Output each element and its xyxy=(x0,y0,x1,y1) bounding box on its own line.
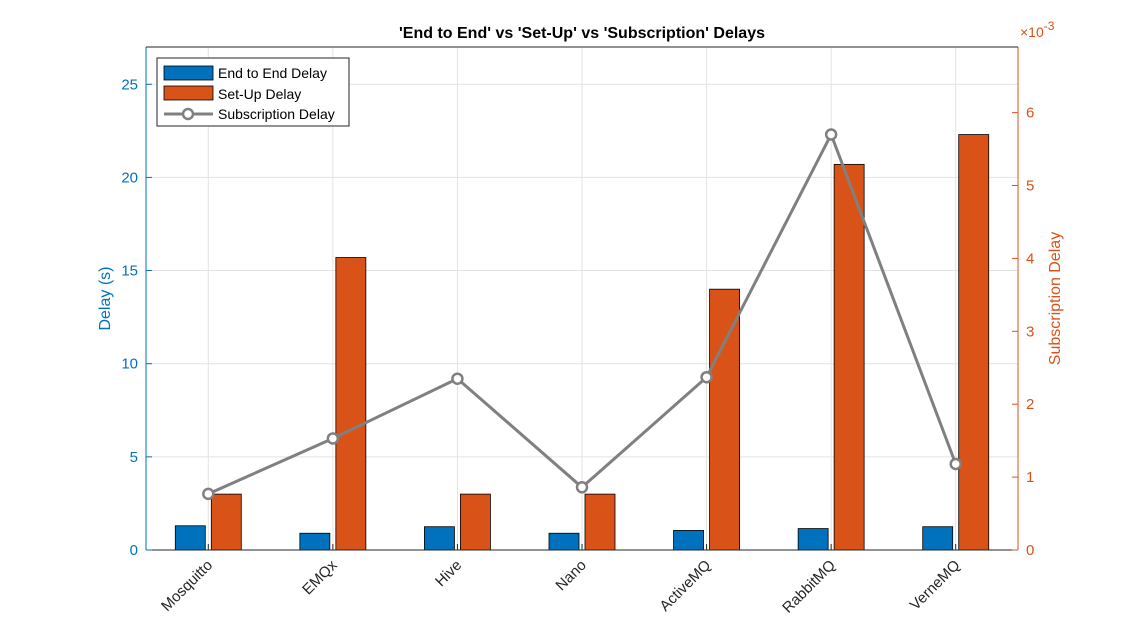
y-tick-label-left: 0 xyxy=(130,542,138,559)
subscription-delay-point xyxy=(326,432,340,445)
y2-exponent-label: ×10-3 xyxy=(1020,19,1055,40)
chart-title: 'End to End' vs 'Set-Up' vs 'Subscriptio… xyxy=(399,25,765,42)
legend-swatch-end-to-end xyxy=(163,65,214,81)
y-tick-label-left: 10 xyxy=(121,356,138,373)
y-tick-label-right: 3 xyxy=(1026,323,1034,340)
bar-end-to-end-delay xyxy=(673,530,704,551)
y-tick-label-left: 15 xyxy=(121,263,138,280)
subscription-delay-point xyxy=(451,372,464,385)
bar-end-to-end-delay xyxy=(424,526,455,551)
legend-label-set-up: Set-Up Delay xyxy=(218,86,301,102)
x-tick-label: RabbitMQ xyxy=(779,557,839,617)
subscription-delay-point xyxy=(575,481,589,494)
bar-end-to-end-delay xyxy=(797,528,829,551)
subscription-delay-point xyxy=(202,487,215,501)
bar-end-to-end-delay xyxy=(922,526,954,551)
y-tick-label-right: 2 xyxy=(1026,396,1034,413)
y-axis-label-left: Delay (s) xyxy=(97,266,114,330)
subscription-delay-point xyxy=(700,370,713,384)
y-tick-label-right: 5 xyxy=(1026,178,1034,195)
y2-exponent-base: ×10 xyxy=(1020,24,1044,40)
subscription-delay-point xyxy=(949,457,962,471)
y-tick-label-left: 5 xyxy=(130,449,138,466)
x-tick-label: Mosquitto xyxy=(158,557,216,615)
legend-label-end-to-end: End to End Delay xyxy=(218,65,327,81)
x-tick-label: EMQx xyxy=(299,556,341,598)
bar-set-up-delay xyxy=(335,257,367,551)
bar-end-to-end-delay xyxy=(299,532,331,551)
subscription-delay-point xyxy=(824,128,838,141)
x-tick-label: Hive xyxy=(432,557,465,590)
y-axis-label-right: Subscription Delay xyxy=(1047,232,1064,365)
bar-set-up-delay xyxy=(584,493,616,551)
bar-set-up-delay xyxy=(833,163,865,551)
bar-end-to-end-delay xyxy=(174,525,206,551)
legend-label-subscription: Subscription Delay xyxy=(218,106,335,122)
x-tick-label: VerneMQ xyxy=(907,557,964,614)
bar-set-up-delay xyxy=(210,493,242,551)
y-tick-label-right: 4 xyxy=(1026,250,1034,267)
y2-exponent-power: -3 xyxy=(1044,19,1055,33)
x-tick-label: ActiveMQ xyxy=(656,557,714,615)
bar-set-up-delay xyxy=(460,493,491,551)
legend-marker-subscription xyxy=(181,107,195,121)
bar-set-up-delay xyxy=(709,288,740,551)
y-tick-label-right: 0 xyxy=(1026,542,1034,559)
y-tick-label-left: 25 xyxy=(121,76,138,93)
legend-swatch-set-up xyxy=(163,85,214,101)
y-tick-label-right: 1 xyxy=(1026,469,1034,486)
y-tick-label-left: 20 xyxy=(121,169,138,186)
bar-set-up-delay xyxy=(958,134,990,551)
bar-end-to-end-delay xyxy=(548,532,580,551)
y-tick-label-right: 6 xyxy=(1026,105,1034,122)
x-tick-label: Nano xyxy=(552,557,589,594)
